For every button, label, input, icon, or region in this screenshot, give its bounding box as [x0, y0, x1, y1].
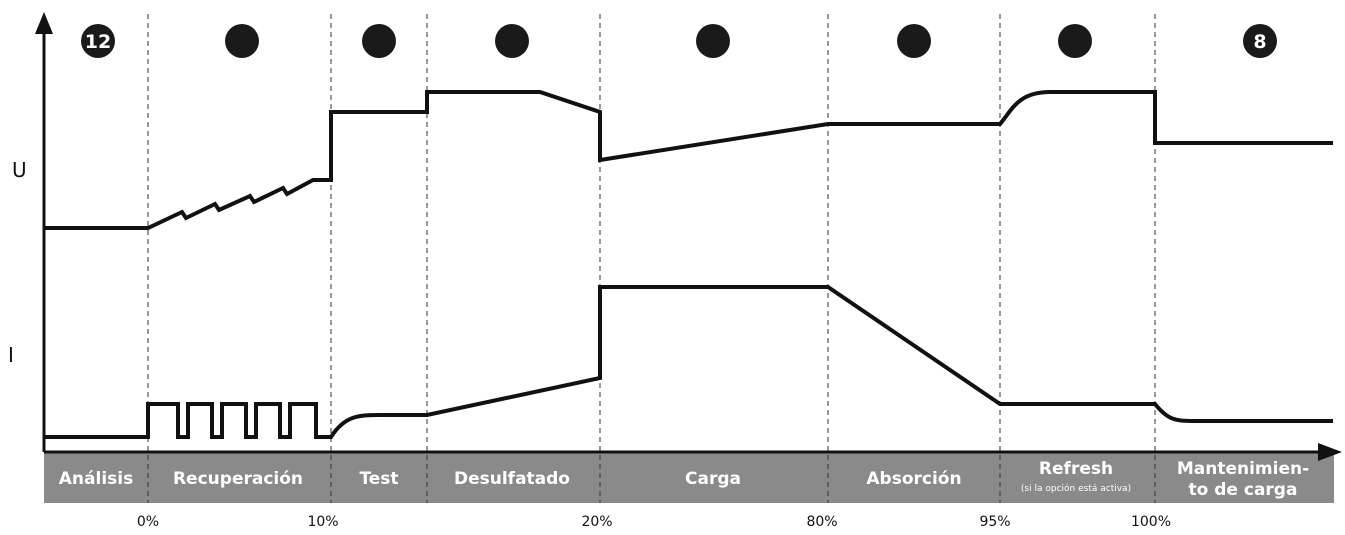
badge-circle [362, 24, 396, 58]
percent-mark-100: 100% [1131, 514, 1171, 530]
step-badge-1: 12 [81, 24, 115, 58]
stage-label-test: Test [359, 469, 398, 489]
stage-label-mantenimiento-line1: Mantenimien- [1177, 459, 1309, 479]
badge-number: 12 [85, 31, 111, 53]
stage-label-analisis: Análisis [59, 469, 133, 489]
voltage-curve [44, 90, 1333, 230]
stage-sublabel-refresh: (si la opción está activa) [1021, 483, 1131, 494]
stage-label-mantenimiento-line2: to de carga [1189, 480, 1298, 500]
stage-band [44, 453, 1334, 503]
badge-circle [495, 24, 529, 58]
percent-mark-10: 10% [307, 514, 338, 530]
horizontal-axis-arrow-icon [1318, 443, 1342, 461]
percent-mark-80: 80% [806, 514, 837, 530]
u-axis-label: U [12, 158, 27, 182]
axes: U I [8, 12, 1342, 461]
step-badge-4 [495, 24, 529, 58]
step-badges: 12 8 [81, 24, 1277, 58]
percent-marks: 0% 10% 20% 80% 95% 100% [137, 514, 1171, 530]
i-axis-label: I [8, 343, 14, 367]
stage-label-carga: Carga [685, 469, 741, 489]
percent-mark-95: 95% [979, 514, 1010, 530]
stage-label-absorcion: Absorción [866, 469, 961, 489]
step-badge-8: 8 [1243, 24, 1277, 58]
percent-mark-20: 20% [581, 514, 612, 530]
badge-circle [696, 24, 730, 58]
step-badge-5 [696, 24, 730, 58]
step-badge-6 [897, 24, 931, 58]
stage-label-refresh: Refresh [1039, 459, 1113, 479]
stage-label-recuperacion: Recuperación [173, 469, 303, 489]
step-badge-3 [362, 24, 396, 58]
badge-circle [1243, 24, 1277, 58]
badge-circle [897, 24, 931, 58]
badge-circle [81, 24, 115, 58]
stage-labels: Análisis Recuperación Test Desulfatado C… [59, 459, 1309, 500]
badge-circle [1058, 24, 1092, 58]
vertical-axis-arrow-icon [35, 12, 53, 34]
step-badge-7 [1058, 24, 1092, 58]
badge-number: 8 [1253, 31, 1266, 53]
stage-label-desulfatado: Desulfatado [454, 469, 570, 489]
badge-circle [225, 24, 259, 58]
current-curve [44, 285, 1333, 439]
stage-dividers [147, 14, 1156, 503]
percent-mark-0: 0% [137, 514, 159, 530]
step-badge-2 [225, 24, 259, 58]
